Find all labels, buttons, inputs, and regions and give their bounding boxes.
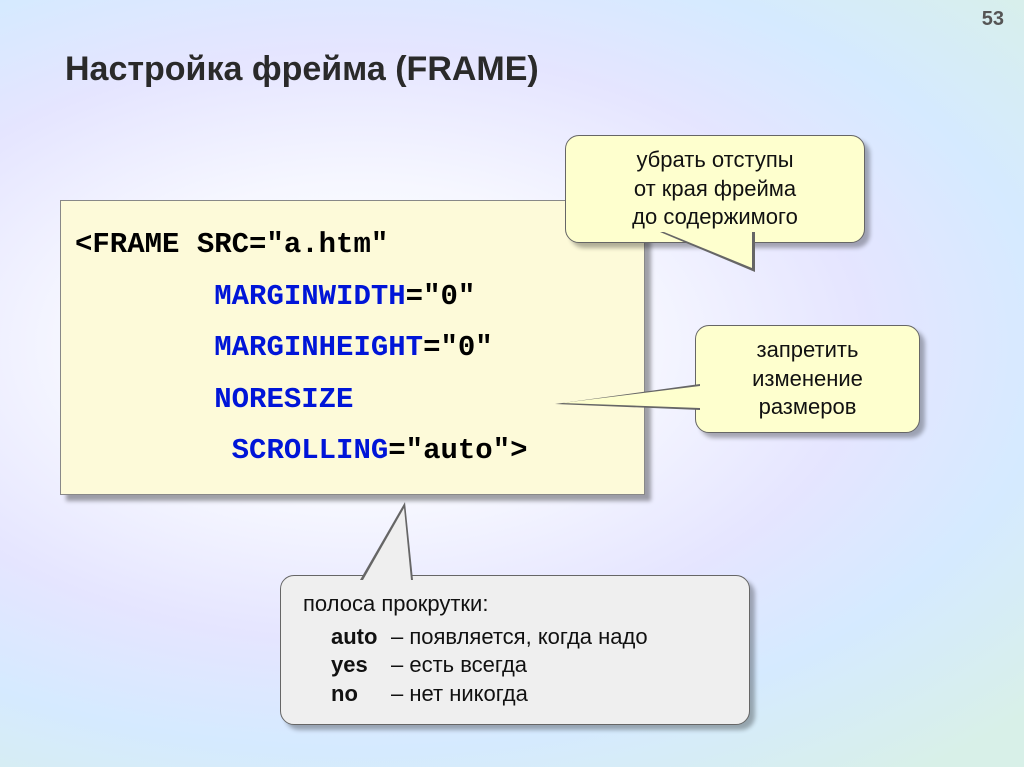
callout-tail [363,508,411,580]
callout-scrolling: полоса прокрутки:auto– появляется, когда… [280,575,750,725]
code-marginheight-key: MARGINHEIGHT [214,331,423,364]
code-marginwidth-key: MARGINWIDTH [214,280,405,313]
callout-tail [664,232,752,268]
page-title: Настройка фрейма (FRAME) [65,50,539,89]
code-scrolling-key: SCROLLING [232,434,389,467]
callout-tail [562,386,700,408]
page-number: 53 [982,8,1004,31]
callout-noresize: запретитьизменениеразмеров [695,325,920,433]
code-marginwidth-val: ="0" [406,280,476,313]
code-frame-open: <FRAME [75,228,179,261]
code-indent [75,331,214,364]
code-marginheight-val: ="0" [423,331,493,364]
code-block: <FRAME SRC="a.htm" MARGINWIDTH="0" MARGI… [60,200,645,495]
code-indent [75,280,214,313]
code-scrolling-val: ="auto"> [388,434,527,467]
callout-margins: убрать отступыот края фреймадо содержимо… [565,135,865,243]
code-src: SRC="a.htm" [179,228,388,261]
code-noresize-key: NORESIZE [214,383,353,416]
code-indent [75,383,214,416]
code-indent [75,434,232,467]
